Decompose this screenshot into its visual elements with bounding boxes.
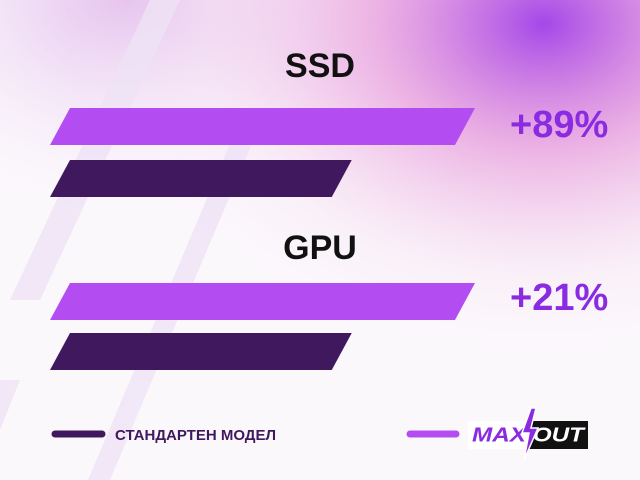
logo-left bbox=[468, 421, 528, 449]
legend: СТАНДАРТЕН МОДЕЛ MAX OUT bbox=[51, 407, 588, 461]
bar bbox=[50, 283, 475, 320]
bar bbox=[50, 160, 352, 197]
bar bbox=[50, 108, 475, 145]
legend-label: СТАНДАРТЕН МОДЕЛ bbox=[115, 427, 276, 444]
logo-bolt bbox=[520, 407, 540, 461]
bar bbox=[50, 333, 352, 370]
logo-right bbox=[528, 421, 588, 449]
gain-label: +21% bbox=[510, 277, 608, 319]
category-title: GPU bbox=[283, 229, 357, 267]
gain-label: +89% bbox=[510, 104, 608, 146]
category-title: SSD bbox=[285, 47, 355, 85]
